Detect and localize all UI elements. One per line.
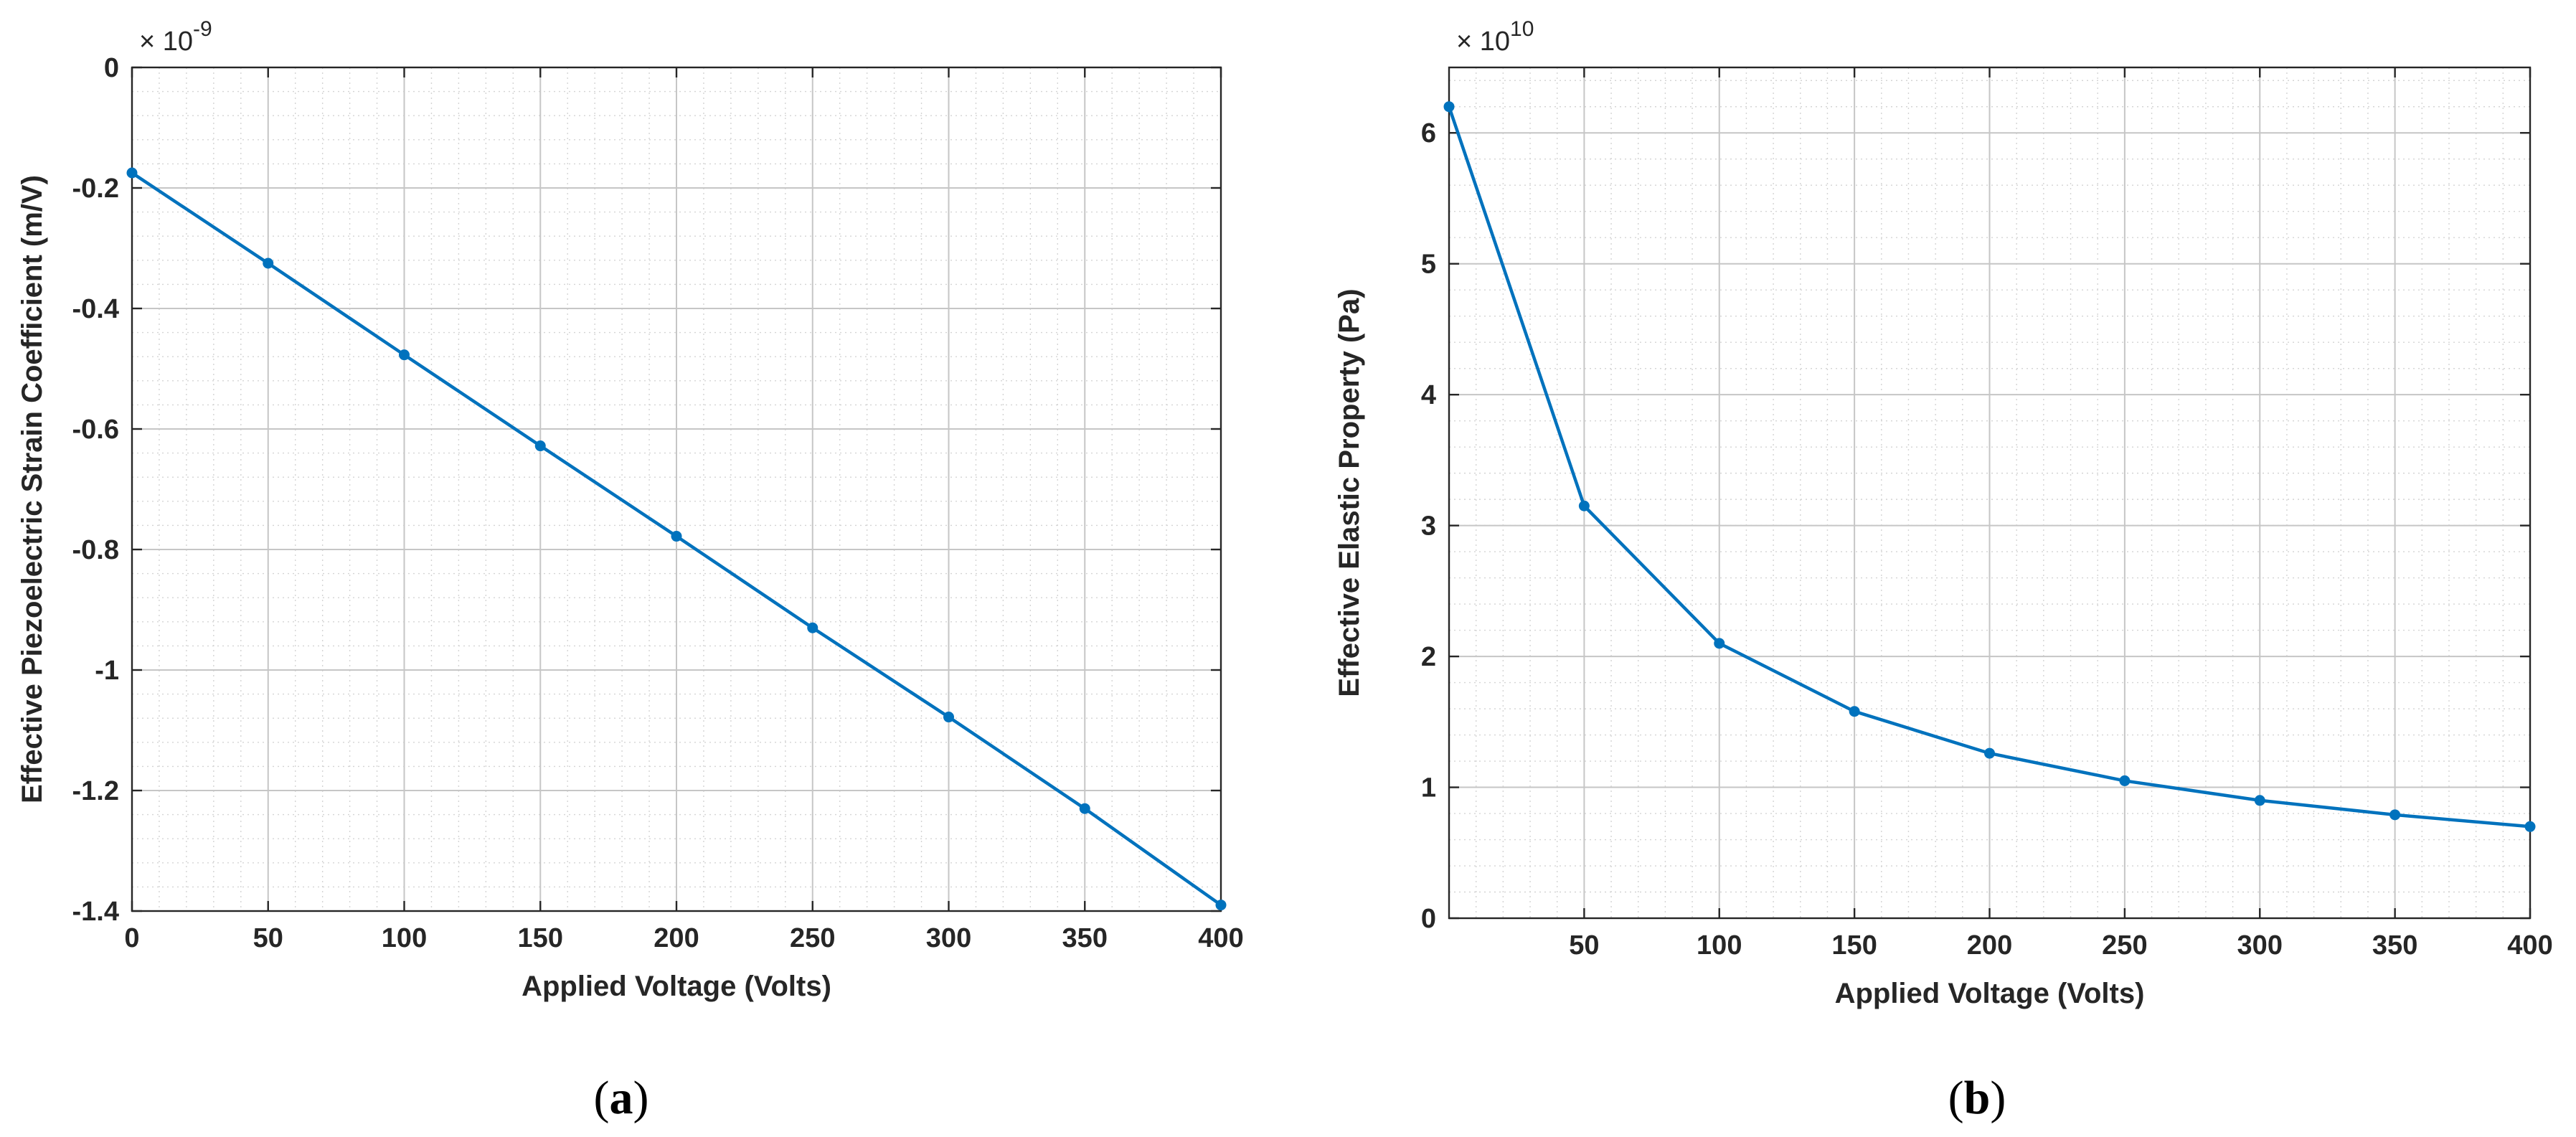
y-tick-label: 1 bbox=[1421, 773, 1436, 803]
y-tick-label: 6 bbox=[1421, 118, 1436, 148]
y-exponent-base: × 10 bbox=[139, 27, 193, 57]
caption-open-paren: ( bbox=[594, 1072, 610, 1124]
y-tick-label: -1 bbox=[95, 656, 119, 686]
x-tick-label: 350 bbox=[2372, 930, 2417, 961]
x-tick-label: 150 bbox=[1831, 930, 1877, 961]
tick-marks bbox=[1449, 67, 2532, 920]
x-axis-label: Applied Voltage (Volts) bbox=[522, 971, 831, 1002]
x-tick-label: 250 bbox=[790, 923, 835, 953]
y-tick-label: -1.2 bbox=[72, 776, 119, 806]
y-exponent-power: 10 bbox=[1510, 17, 1534, 41]
data-point bbox=[1984, 747, 1995, 759]
subfigure-caption: (b) bbox=[1948, 1072, 2006, 1124]
data-point bbox=[534, 440, 546, 452]
x-tick-label: 400 bbox=[2507, 930, 2552, 961]
x-axis-label: Applied Voltage (Volts) bbox=[1835, 978, 2145, 1009]
y-tick-label: -0.4 bbox=[72, 294, 119, 324]
x-tick-label: 50 bbox=[253, 923, 283, 953]
caption-open-paren: ( bbox=[1948, 1072, 1964, 1124]
tick-marks bbox=[131, 66, 1222, 912]
data-point bbox=[2119, 775, 2131, 786]
y-tick-label: 4 bbox=[1421, 380, 1436, 410]
chart-a: 0 50 100 150 200 250 300 350 400 -1.4 -1.2 -1 -0.8 -0… bbox=[16, 17, 1244, 1124]
x-tick-label: 50 bbox=[1569, 930, 1599, 961]
caption-letter: b bbox=[1964, 1072, 1991, 1124]
caption-letter: a bbox=[610, 1072, 633, 1124]
y-exponent-label: × 10-9 bbox=[139, 17, 212, 57]
x-tick-label: 0 bbox=[124, 923, 139, 953]
subfigure-caption: (a) bbox=[594, 1072, 649, 1124]
y-tick-label: -0.8 bbox=[72, 535, 119, 565]
x-tick-label: 300 bbox=[926, 923, 971, 953]
caption-close-paren: ) bbox=[633, 1072, 649, 1124]
data-point bbox=[2254, 795, 2265, 806]
y-tick-label: 3 bbox=[1421, 511, 1436, 542]
y-tick-label: 5 bbox=[1421, 250, 1436, 280]
x-tick-label: 300 bbox=[2237, 930, 2283, 961]
y-axis-label: Effective Piezoelectric Strain Coefficie… bbox=[16, 175, 48, 803]
y-exponent-base: × 10 bbox=[1456, 27, 1510, 57]
data-point bbox=[1443, 101, 1455, 113]
caption-close-paren: ) bbox=[1990, 1072, 2006, 1124]
x-tick-label: 100 bbox=[1697, 930, 1742, 961]
x-tick-label: 200 bbox=[654, 923, 699, 953]
x-tick-label: 100 bbox=[382, 923, 427, 953]
y-exponent-power: -9 bbox=[193, 17, 212, 41]
chart-b: 50 100 150 200 250 300 350 400 0 1 2 3 4 5 6 × 1010 Appl… bbox=[1334, 17, 2553, 1124]
y-tick-label: 2 bbox=[1421, 642, 1436, 672]
data-point bbox=[1714, 638, 1725, 649]
data-point bbox=[1215, 900, 1227, 911]
x-tick-label: 250 bbox=[2102, 930, 2147, 961]
x-tick-label: 350 bbox=[1062, 923, 1108, 953]
data-point bbox=[126, 167, 138, 179]
y-tick-label: 0 bbox=[104, 53, 119, 83]
data-point bbox=[2389, 809, 2401, 821]
data-point bbox=[399, 349, 410, 361]
data-point bbox=[2524, 821, 2536, 832]
x-tick-label: 150 bbox=[518, 923, 563, 953]
x-tick-label: 400 bbox=[1198, 923, 1243, 953]
x-tick-label: 200 bbox=[1967, 930, 2012, 961]
data-point bbox=[1079, 803, 1090, 814]
y-exponent-label: × 1010 bbox=[1456, 17, 1534, 57]
y-tick-label: -0.6 bbox=[72, 415, 119, 445]
y-tick-label: -1.4 bbox=[72, 897, 119, 927]
y-tick-label: -0.2 bbox=[72, 174, 119, 204]
data-point bbox=[807, 622, 818, 633]
data-point bbox=[263, 258, 274, 269]
y-tick-label: 0 bbox=[1421, 904, 1436, 934]
data-point bbox=[671, 531, 682, 542]
data-point bbox=[1578, 500, 1590, 511]
data-point bbox=[943, 712, 954, 723]
y-axis-label: Effective Elastic Property (Pa) bbox=[1334, 288, 1365, 697]
data-point bbox=[1849, 706, 1860, 717]
